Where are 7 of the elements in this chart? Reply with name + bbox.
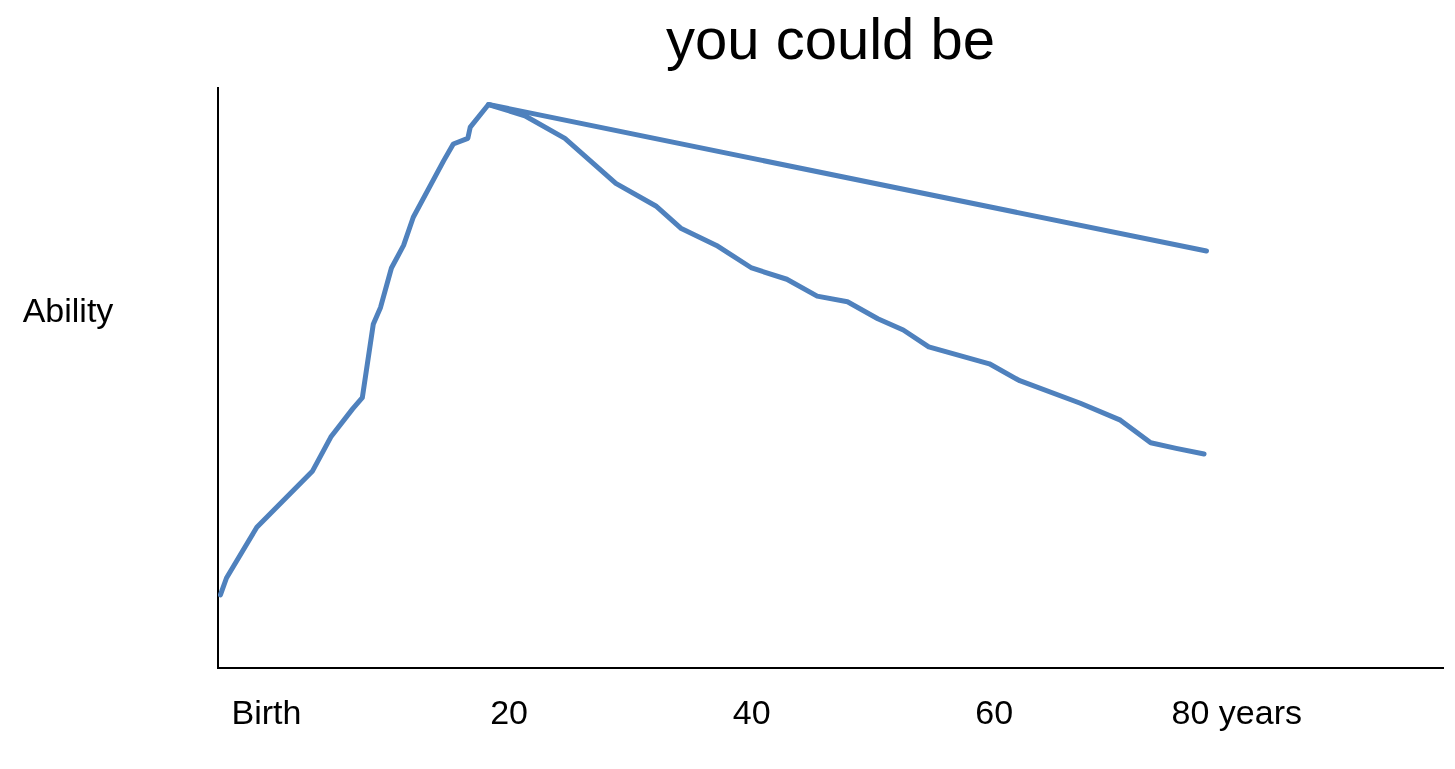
x-tick-label: 40 bbox=[732, 692, 771, 731]
chart-title: you could be bbox=[666, 5, 995, 71]
x-tick-label: 20 bbox=[490, 692, 528, 731]
x-tick-label: Birth bbox=[231, 692, 302, 731]
y-axis-title: Ability bbox=[22, 291, 114, 330]
x-tick-label: 60 bbox=[975, 692, 1014, 731]
x-tick-label: 80 years bbox=[1171, 692, 1303, 731]
